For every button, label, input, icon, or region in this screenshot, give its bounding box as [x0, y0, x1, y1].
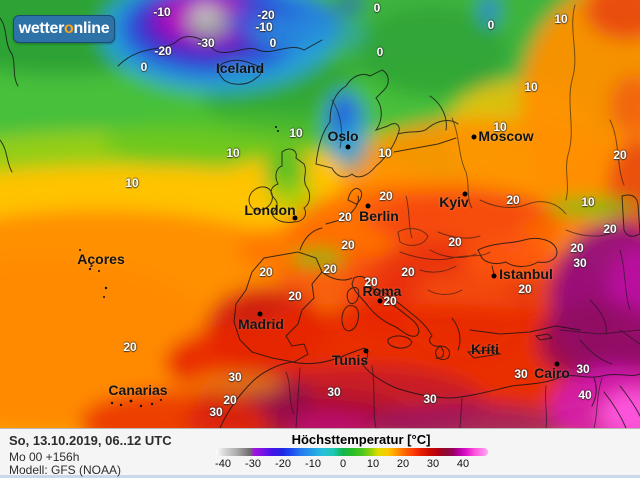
- city-label-tunis: Tunis: [331, 352, 369, 368]
- city-label-london: London: [244, 202, 296, 218]
- contour-label: 30: [576, 362, 590, 376]
- contour-label: 20: [383, 294, 397, 308]
- region-label-acores: Açores: [77, 251, 125, 267]
- contour-label: 30: [209, 405, 223, 419]
- contour-label: 0: [140, 60, 148, 74]
- city-dot-kyiv: [462, 191, 468, 197]
- model-run-label: Mo 00 +156h: [9, 450, 80, 464]
- island-specks: [79, 126, 279, 408]
- city-dot-moscow: [471, 134, 477, 140]
- region-label-iceland: Iceland: [215, 60, 265, 76]
- contour-label: -30: [197, 36, 215, 50]
- contour-label: 10: [524, 80, 538, 94]
- contour-label: 10: [125, 176, 139, 190]
- contour-label: 0: [269, 36, 277, 50]
- city-label-oslo: Oslo: [327, 128, 359, 144]
- contour-label: -10: [255, 20, 273, 34]
- city-label-cairo: Cairo: [534, 365, 570, 381]
- contour-label: 0: [373, 1, 381, 15]
- contour-label: 20: [323, 262, 337, 276]
- legend-tick: 40: [456, 458, 470, 470]
- contour-label: 20: [613, 148, 627, 162]
- contour-label: 30: [423, 392, 437, 406]
- legend-tick: 30: [426, 458, 440, 470]
- city-label-moscow: Moscow: [478, 128, 534, 144]
- contour-label: 20: [288, 289, 302, 303]
- legend-tick: -40: [215, 458, 231, 470]
- model-name-label: Modell: GFS (NOAA): [9, 463, 122, 477]
- wetteronline-logo[interactable]: wetter o nline: [13, 15, 115, 43]
- contour-label: 20: [223, 393, 237, 407]
- logo-text-wetter: wetter: [18, 20, 65, 37]
- city-dot-roma: [377, 298, 383, 304]
- city-dot-berlin: [365, 203, 371, 209]
- city-dot-cairo: [554, 361, 560, 367]
- contour-label: 10: [226, 146, 240, 160]
- contour-label: 20: [448, 235, 462, 249]
- contour-label: 20: [364, 275, 378, 289]
- contour-label: 30: [228, 370, 242, 384]
- region-label-kriti: Kríti: [471, 341, 499, 357]
- legend-tick: 10: [366, 458, 380, 470]
- contour-label: 10: [289, 126, 303, 140]
- legend-tick: -30: [245, 458, 261, 470]
- datetime-label: So, 13.10.2019, 06..12 UTC: [9, 433, 172, 448]
- europe-max-temperature-map: wetter o nline Iceland Oslo Moscow London …: [0, 0, 640, 428]
- legend-tick: 0: [339, 458, 347, 470]
- contour-label: 40: [578, 388, 592, 402]
- contour-label: -10: [153, 5, 171, 19]
- contour-label: 30: [327, 385, 341, 399]
- contour-label: 0: [376, 45, 384, 59]
- legend-tick: 20: [396, 458, 410, 470]
- contour-label: 10: [581, 195, 595, 209]
- contour-label: 20: [518, 282, 532, 296]
- coastlines-borders: [0, 4, 640, 428]
- city-dot-oslo: [345, 144, 351, 150]
- contour-label: 20: [506, 193, 520, 207]
- city-label-berlin: Berlin: [359, 208, 399, 224]
- contour-label: 20: [338, 210, 352, 224]
- logo-text-nline: nline: [73, 20, 110, 37]
- contour-label: 30: [573, 256, 587, 270]
- contour-label: -20: [154, 44, 172, 58]
- city-label-kyiv: Kyiv: [439, 194, 469, 210]
- region-label-canarias: Canarias: [108, 382, 168, 398]
- logo-text-o-accent: o: [64, 20, 74, 37]
- city-dot-tunis: [363, 348, 369, 354]
- contour-label: 20: [123, 340, 137, 354]
- contour-label: -20: [257, 8, 275, 22]
- contour-label: 20: [379, 189, 393, 203]
- legend-tick: -10: [305, 458, 321, 470]
- contour-label: 30: [514, 367, 528, 381]
- contour-label: 20: [401, 265, 415, 279]
- contour-label: 20: [259, 265, 273, 279]
- legend-tick: -20: [275, 458, 291, 470]
- temperature-field-svg: [0, 0, 640, 428]
- contour-label: 20: [603, 222, 617, 236]
- city-label-madrid: Madrid: [238, 316, 284, 332]
- city-label-roma: Roma: [362, 283, 402, 299]
- city-label-istanbul: Istanbul: [499, 266, 553, 282]
- contour-label: 10: [378, 146, 392, 160]
- contour-label: 10: [493, 120, 507, 134]
- contour-label: 20: [570, 241, 584, 255]
- contour-label: 10: [554, 12, 568, 26]
- legend-gradient-bar: [216, 448, 488, 456]
- city-dot-istanbul: [491, 273, 497, 279]
- city-dot-london: [292, 215, 298, 221]
- contour-label: 20: [341, 238, 355, 252]
- contour-label: 0: [487, 18, 495, 32]
- legend-title: Höchsttemperatur [°C]: [291, 432, 431, 447]
- city-dot-madrid: [257, 311, 263, 317]
- status-bar: So, 13.10.2019, 06..12 UTC Mo 00 +156h M…: [0, 428, 640, 478]
